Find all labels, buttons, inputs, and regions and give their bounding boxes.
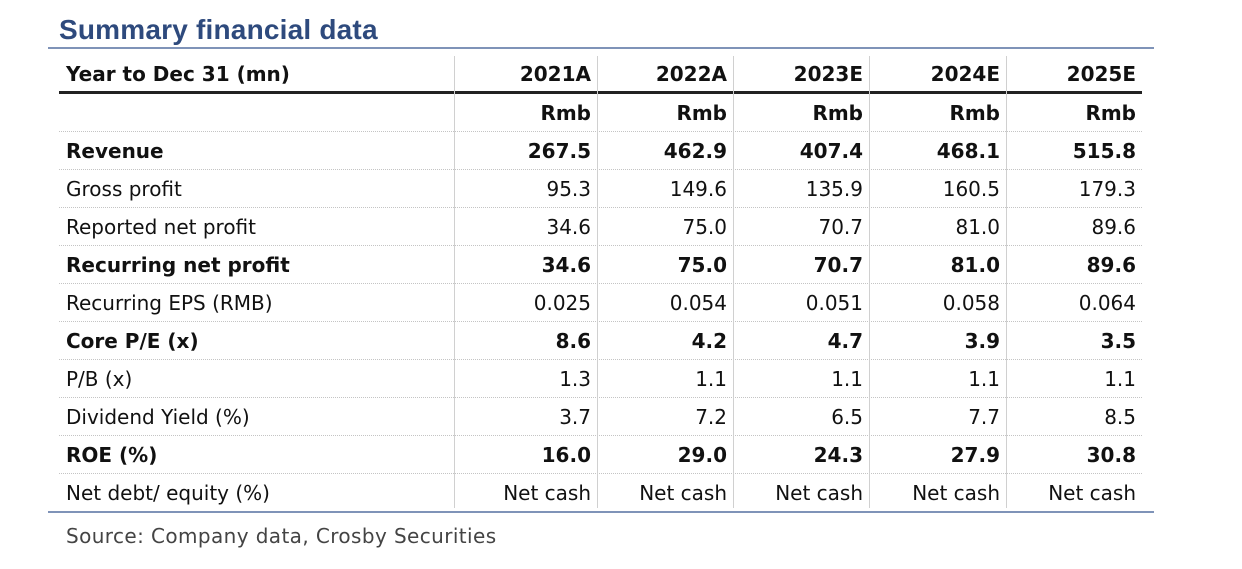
unit-header: Rmb (676, 100, 727, 125)
year-header: 2021A (519, 61, 591, 86)
column-separator (733, 56, 734, 508)
row-value: 135.9 (805, 176, 863, 201)
row-value: 34.6 (541, 252, 591, 277)
row-value: 7.2 (695, 404, 727, 429)
row-value: 267.5 (527, 138, 591, 163)
column-separator (454, 56, 455, 508)
row-value: 27.9 (950, 442, 1000, 467)
column-separator (597, 56, 598, 508)
row-value: 89.6 (1086, 252, 1136, 277)
row-label: Net debt/ equity (%) (66, 481, 270, 505)
row-label: Core P/E (x) (66, 328, 199, 353)
year-header: 2022A (655, 61, 727, 86)
row-value: 6.5 (831, 404, 863, 429)
row-value: 8.6 (555, 328, 591, 353)
header-label: Year to Dec 31 (mn) (66, 61, 290, 86)
row-value: 34.6 (546, 214, 591, 239)
table-row: ROE (%) 16.0 29.0 24.3 27.9 30.8 (59, 436, 1142, 474)
table-row: Recurring EPS (RMB) 0.025 0.054 0.051 0.058 0… (59, 284, 1142, 322)
row-label: Dividend Yield (%) (66, 404, 250, 429)
row-label: Recurring net profit (66, 252, 290, 277)
unit-header: Rmb (540, 100, 591, 125)
table-row: Core P/E (x) 8.6 4.2 4.7 3.9 3.5 (59, 322, 1142, 360)
row-value: 1.3 (559, 366, 591, 391)
row-value: 24.3 (813, 442, 863, 467)
unit-header: Rmb (1085, 100, 1136, 125)
row-value: 30.8 (1086, 442, 1136, 467)
row-value: 515.8 (1072, 138, 1136, 163)
year-header: 2024E (930, 61, 1000, 86)
row-value: 1.1 (695, 366, 727, 391)
row-label: Reported net profit (66, 214, 256, 239)
table-title: Summary financial data (59, 14, 378, 45)
year-header: 2025E (1066, 61, 1136, 86)
row-value: 468.1 (936, 138, 1000, 163)
row-value: 95.3 (546, 176, 591, 201)
header-row: Year to Dec 31 (mn) 2021A 2022A 2023E 20… (59, 56, 1142, 94)
table-row: Dividend Yield (%) 3.7 7.2 6.5 7.7 8.5 (59, 398, 1142, 436)
row-value: 1.1 (968, 366, 1000, 391)
table-row: Revenue 267.5 462.9 407.4 468.1 515.8 (59, 132, 1142, 170)
row-value: 160.5 (942, 176, 1000, 201)
row-value: 0.054 (669, 290, 727, 315)
row-value: 407.4 (799, 138, 863, 163)
row-value: Net cash (639, 481, 727, 505)
bottom-divider (48, 511, 1154, 513)
financial-table: Year to Dec 31 (mn) 2021A 2022A 2023E 20… (59, 56, 1142, 512)
row-value: 81.0 (955, 214, 1000, 239)
row-value: 70.7 (813, 252, 863, 277)
source-note: Source: Company data, Crosby Securities (66, 524, 497, 548)
row-label: Revenue (66, 138, 164, 163)
row-value: 70.7 (818, 214, 863, 239)
table-row: Gross profit 95.3 149.6 135.9 160.5 179.3 (59, 170, 1142, 208)
row-value: 0.058 (942, 290, 1000, 315)
row-value: 7.7 (968, 404, 1000, 429)
row-value: 75.0 (682, 214, 727, 239)
row-value: 179.3 (1078, 176, 1136, 201)
units-row: Rmb Rmb Rmb Rmb Rmb (59, 94, 1142, 132)
row-value: 1.1 (1104, 366, 1136, 391)
row-value: Net cash (503, 481, 591, 505)
row-label: Recurring EPS (RMB) (66, 290, 273, 315)
column-separator (1006, 56, 1007, 508)
row-label: P/B (x) (66, 366, 133, 391)
row-value: 0.051 (805, 290, 863, 315)
row-value: 4.2 (691, 328, 727, 353)
row-value: 4.7 (827, 328, 863, 353)
row-value: Net cash (912, 481, 1000, 505)
table-row: Net debt/ equity (%) Net cash Net cash Net … (59, 474, 1142, 512)
row-value: 89.6 (1091, 214, 1136, 239)
row-value: Net cash (1048, 481, 1136, 505)
table-row: P/B (x) 1.3 1.1 1.1 1.1 1.1 (59, 360, 1142, 398)
row-value: 29.0 (677, 442, 727, 467)
row-value: 8.5 (1104, 404, 1136, 429)
row-value: Net cash (775, 481, 863, 505)
column-separator (869, 56, 870, 508)
row-value: 0.064 (1078, 290, 1136, 315)
unit-header: Rmb (812, 100, 863, 125)
row-value: 3.5 (1100, 328, 1136, 353)
table-row: Reported net profit 34.6 75.0 70.7 81.0 89.6 (59, 208, 1142, 246)
row-value: 3.7 (559, 404, 591, 429)
row-value: 0.025 (533, 290, 591, 315)
table-row: Recurring net profit 34.6 75.0 70.7 81.0 89.6 (59, 246, 1142, 284)
title-divider (48, 47, 1154, 49)
row-label: ROE (%) (66, 442, 158, 467)
row-value: 16.0 (541, 442, 591, 467)
row-value: 149.6 (669, 176, 727, 201)
row-value: 462.9 (663, 138, 727, 163)
data-rows: Revenue 267.5 462.9 407.4 468.1 515.8 Gross pr… (59, 132, 1142, 512)
row-value: 3.9 (964, 328, 1000, 353)
row-value: 75.0 (677, 252, 727, 277)
row-value: 81.0 (950, 252, 1000, 277)
unit-header: Rmb (949, 100, 1000, 125)
year-header: 2023E (793, 61, 863, 86)
row-value: 1.1 (831, 366, 863, 391)
row-label: Gross profit (66, 176, 182, 201)
